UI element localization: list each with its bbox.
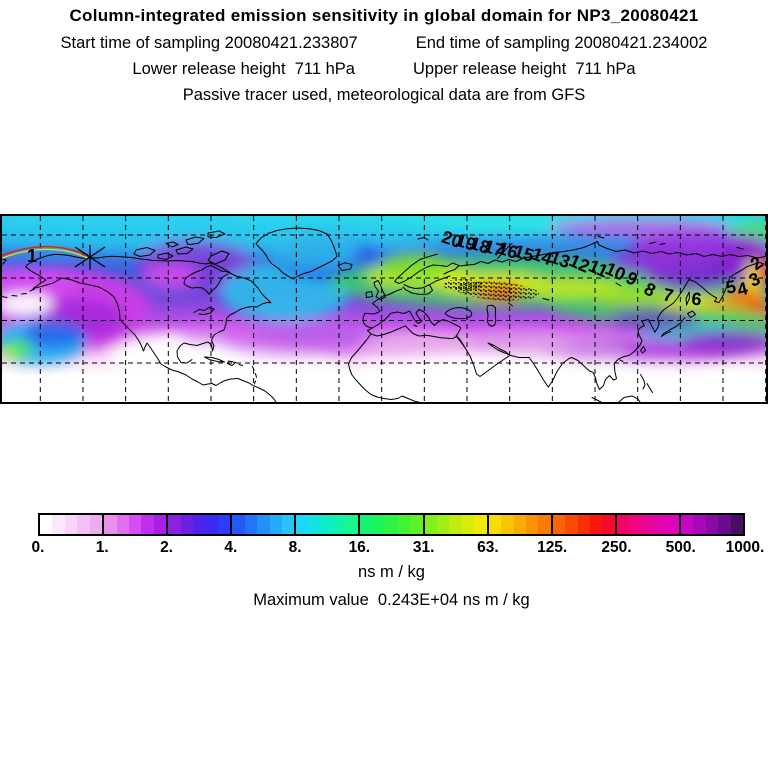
colorbar-tick: 31.	[412, 539, 435, 556]
colorbar-segment	[614, 515, 679, 534]
colorbar-tick: 0.	[31, 539, 45, 556]
trajectory-day-label: 5	[724, 276, 737, 297]
colorbar-segment	[358, 515, 423, 534]
colorbar-segment	[550, 515, 615, 534]
colorbar-segment	[486, 515, 551, 534]
trajectory-day-label: 4	[735, 278, 750, 300]
colorbar-tick: 63.	[477, 539, 499, 556]
colorbar-tick-labels: 0. 1. 2. 4. 8. 16. 31. 63. 125. 250. 500. 1000.	[0, 539, 768, 557]
colorbar-segment	[294, 515, 359, 534]
release-point-marker	[74, 245, 106, 270]
colorbar-tick: 500.	[665, 539, 696, 556]
colorbar-tick: 1000.	[725, 539, 765, 556]
lower-release-text: Lower release height 711 hPa	[132, 60, 355, 78]
max-value-text: Maximum value 0.243E+04 ns m / kg	[253, 591, 530, 609]
upper-release-text: Upper release height 711 hPa	[413, 60, 636, 78]
colorbar-tick: 16.	[348, 539, 371, 556]
trajectory-day-label: 7	[661, 284, 675, 306]
trajectory-day-label: 6	[691, 289, 703, 310]
colorbar	[38, 513, 745, 536]
trajectory-path	[1, 245, 89, 260]
colorbar-tick: 8.	[288, 539, 302, 556]
colorbar-segment	[40, 515, 103, 534]
sampling-times-line: Start time of sampling 20080421.233807 E…	[0, 34, 768, 53]
colorbar-segment	[678, 515, 744, 534]
release-heights-line: Lower release height 711 hPa Upper relea…	[0, 60, 768, 79]
end-time-text: End time of sampling 20080421.234002	[415, 34, 708, 52]
colorbar-segment	[102, 515, 167, 534]
colorbar-tick: 2.	[160, 539, 173, 556]
colorbar-segment	[230, 515, 295, 534]
colorbar-segment	[166, 515, 231, 534]
tracer-info-line: Passive tracer used, meteorological data…	[182, 86, 586, 104]
colorbar-segment	[422, 515, 487, 534]
page-title: Column-integrated emission sensitivity i…	[69, 6, 699, 25]
colorbar-units: ns m / kg	[358, 563, 425, 581]
trajectory-day-label: 1	[27, 246, 37, 266]
colorbar-tick: 1.	[95, 539, 109, 556]
map-border	[0, 214, 768, 404]
colorbar-tick: 125.	[537, 539, 568, 556]
terrain-speckles	[443, 279, 539, 301]
colorbar-tick: 250.	[601, 539, 632, 556]
colorbar-tick: 4.	[224, 539, 238, 556]
graticule	[2, 216, 767, 402]
start-time-text: Start time of sampling 20080421.233807	[60, 34, 358, 52]
